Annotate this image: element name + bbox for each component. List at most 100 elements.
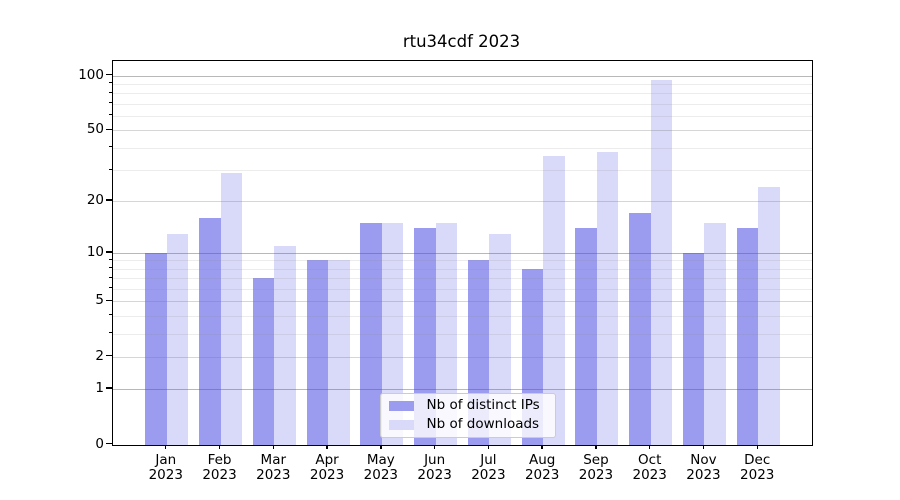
minor-gridline-80 [113, 93, 812, 95]
x-label-year: 2023 [309, 467, 345, 483]
legend-swatch-distinct-ips-icon [388, 400, 414, 411]
bar-distinct-ips-feb [199, 218, 221, 445]
y-tick-1 [106, 387, 112, 389]
x-label-year: 2023 [363, 467, 399, 483]
y-minor-tick-90 [108, 82, 112, 84]
x-tick-aug [541, 443, 543, 449]
minor-gridline-9 [113, 260, 812, 262]
x-label-year: 2023 [578, 467, 614, 483]
bar-downloads-jul [489, 233, 511, 445]
x-label-month: Nov [690, 451, 717, 468]
minor-gridline-60 [113, 115, 812, 117]
bar-distinct-ips-jun [414, 228, 436, 445]
x-tick-label-sep: Sep 2023 [566, 452, 626, 484]
legend-label-downloads: Nb of downloads [426, 416, 540, 432]
bar-downloads-feb [220, 172, 243, 445]
x-tick-label-jan: Jan 2023 [136, 451, 196, 484]
bar-distinct-ips-may [360, 222, 382, 445]
y-minor-tick-60 [108, 114, 112, 116]
bar-downloads-aug [543, 155, 565, 445]
gridline-10 [113, 252, 812, 254]
y-tick-2 [106, 354, 112, 357]
x-label-month: Mar [260, 451, 287, 468]
x-label-year: 2023 [417, 467, 452, 483]
y-minor-tick-4 [108, 314, 112, 316]
bar-downloads-dec [758, 187, 780, 445]
bar-downloads-jan [166, 233, 189, 445]
minor-gridline-90 [113, 83, 812, 85]
bar-distinct-ips-mar [252, 278, 275, 445]
minor-gridline-3 [113, 333, 812, 335]
x-tick-jun [433, 443, 436, 449]
y-tick-0 [106, 442, 112, 445]
plot-area: Nb of distinct IPs Nb of downloads [112, 59, 813, 446]
gridline-5 [113, 301, 812, 303]
legend-label-distinct-ips: Nb of distinct IPs [426, 397, 540, 413]
x-label-year: 2023 [471, 467, 506, 483]
x-label-month: Aug [528, 451, 556, 468]
x-tick-oct [648, 443, 651, 449]
y-minor-tick-8 [108, 267, 112, 269]
y-tick-100 [106, 73, 112, 76]
y-minor-tick-3 [108, 332, 112, 334]
y-minor-tick-70 [108, 102, 112, 104]
x-label-month: Apr [315, 451, 339, 468]
minor-gridline-40 [113, 147, 812, 149]
x-tick-jul [487, 443, 490, 449]
x-label-month: Oct [638, 451, 662, 468]
x-tick-label-apr: Apr 2023 [297, 451, 357, 484]
bar-distinct-ips-nov [682, 252, 705, 445]
x-tick-may [380, 443, 382, 449]
bar-downloads-jun [435, 222, 458, 445]
y-tick-20 [106, 199, 112, 201]
x-tick-jan [165, 443, 167, 449]
x-label-year: 2023 [740, 467, 775, 483]
x-label-month: Feb [207, 451, 232, 468]
x-tick-apr [326, 443, 328, 449]
gridline-100 [113, 75, 812, 77]
bar-distinct-ips-jan [145, 252, 167, 445]
y-minor-tick-6 [108, 287, 112, 289]
minor-gridline-4 [113, 315, 812, 317]
y-minor-tick-9 [108, 258, 112, 260]
bar-downloads-nov [704, 222, 726, 445]
y-tick-label-100: 100 [78, 66, 104, 83]
y-tick-label-5: 5 [95, 292, 104, 309]
x-label-month: Dec [744, 451, 771, 468]
x-label-year: 2023 [148, 467, 183, 483]
minor-gridline-8 [113, 268, 812, 270]
legend: Nb of distinct IPs Nb of downloads [379, 392, 556, 438]
bar-distinct-ips-oct [629, 213, 651, 445]
x-tick-dec [756, 443, 758, 449]
x-tick-label-jun: Jun 2023 [405, 451, 465, 484]
legend-item-distinct-ips: Nb of distinct IPs [388, 397, 555, 413]
bar-distinct-ips-apr [306, 260, 329, 445]
x-label-month: Jun [424, 451, 446, 468]
bar-downloads-may [381, 222, 404, 445]
y-minor-tick-7 [108, 276, 112, 278]
x-tick-sep [595, 443, 597, 449]
x-tick-label-aug: Aug 2023 [512, 451, 572, 484]
x-tick-label-oct: Oct 2023 [620, 451, 680, 484]
legend-swatch-downloads-icon [388, 419, 414, 430]
bar-downloads-apr [328, 260, 350, 445]
bar-downloads-sep [596, 151, 619, 445]
y-tick-label-1: 1 [95, 380, 104, 397]
y-tick-10 [106, 251, 112, 253]
x-label-year: 2023 [202, 467, 237, 483]
x-tick-nov [702, 443, 705, 449]
y-tick-label-10: 10 [86, 243, 104, 260]
x-label-year: 2023 [256, 467, 291, 483]
y-tick-label-2: 2 [95, 347, 104, 364]
gridline-50 [113, 130, 812, 132]
y-minor-tick-40 [108, 146, 112, 148]
bar-distinct-ips-sep [575, 228, 597, 445]
gridline-1 [113, 389, 812, 391]
bar-distinct-ips-dec [736, 228, 759, 445]
legend-item-downloads: Nb of downloads [388, 416, 555, 432]
x-tick-label-nov: Nov 2023 [673, 451, 733, 484]
bar-downloads-oct [650, 79, 673, 445]
y-minor-tick-80 [108, 91, 112, 93]
minor-gridline-70 [113, 103, 812, 105]
x-label-month: Jan [155, 451, 177, 468]
